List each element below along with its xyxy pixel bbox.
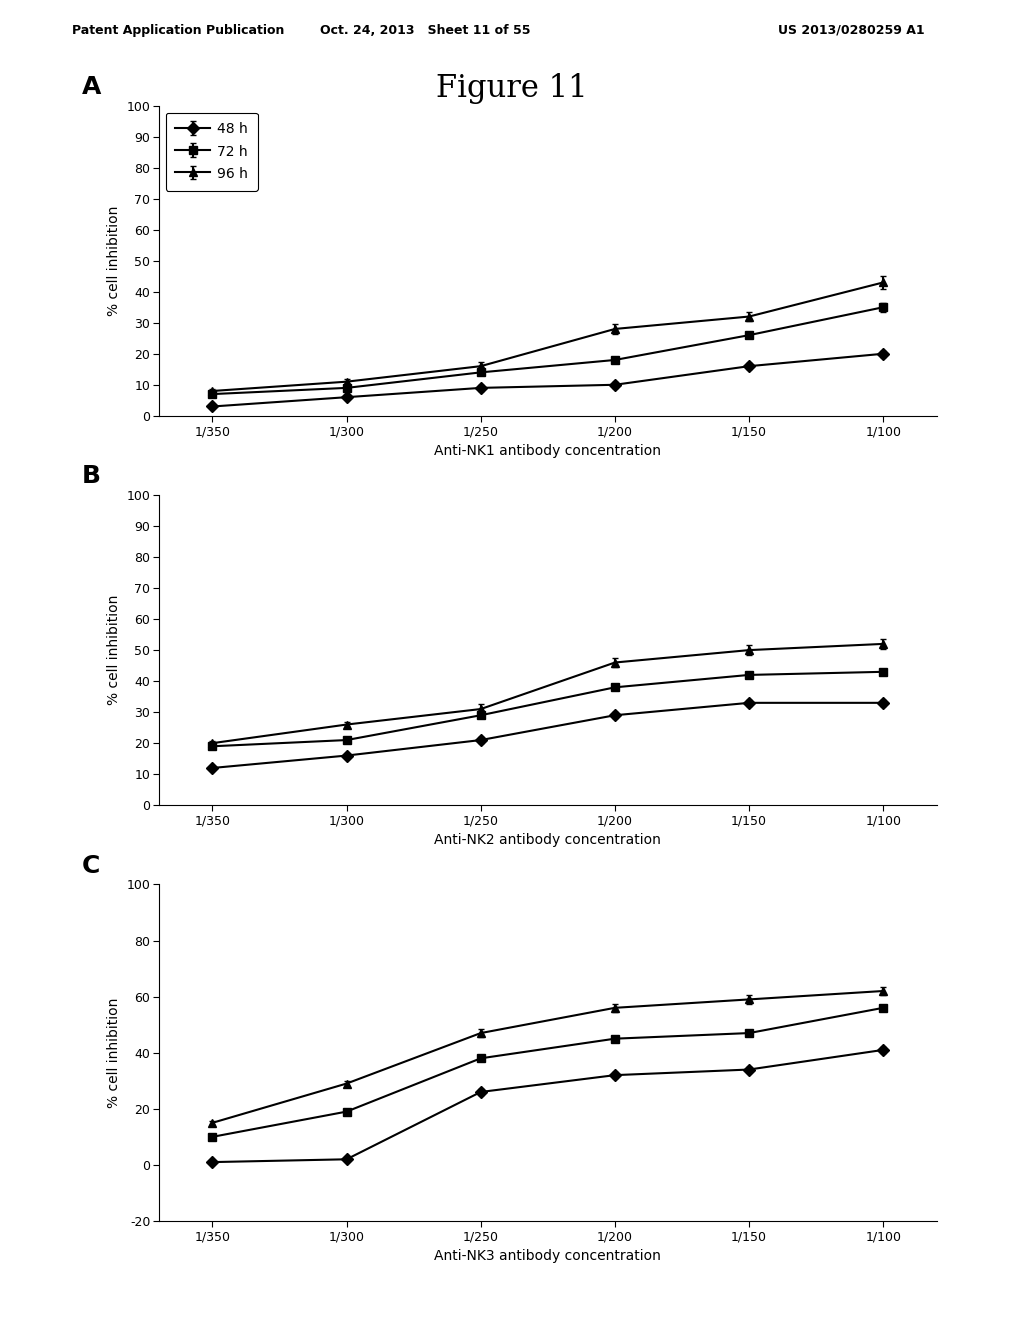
Text: B: B xyxy=(82,465,101,488)
X-axis label: Anti-NK1 antibody concentration: Anti-NK1 antibody concentration xyxy=(434,444,662,458)
Y-axis label: % cell inhibition: % cell inhibition xyxy=(106,998,121,1107)
Text: Patent Application Publication: Patent Application Publication xyxy=(72,24,284,37)
X-axis label: Anti-NK3 antibody concentration: Anti-NK3 antibody concentration xyxy=(434,1249,662,1263)
Legend: 48 h, 72 h, 96 h: 48 h, 72 h, 96 h xyxy=(166,112,258,190)
Text: A: A xyxy=(82,75,101,99)
Y-axis label: % cell inhibition: % cell inhibition xyxy=(106,206,121,315)
X-axis label: Anti-NK2 antibody concentration: Anti-NK2 antibody concentration xyxy=(434,833,662,847)
Text: C: C xyxy=(82,854,100,878)
Text: US 2013/0280259 A1: US 2013/0280259 A1 xyxy=(778,24,925,37)
Text: Figure 11: Figure 11 xyxy=(436,73,588,103)
Y-axis label: % cell inhibition: % cell inhibition xyxy=(106,595,121,705)
Text: Oct. 24, 2013   Sheet 11 of 55: Oct. 24, 2013 Sheet 11 of 55 xyxy=(319,24,530,37)
